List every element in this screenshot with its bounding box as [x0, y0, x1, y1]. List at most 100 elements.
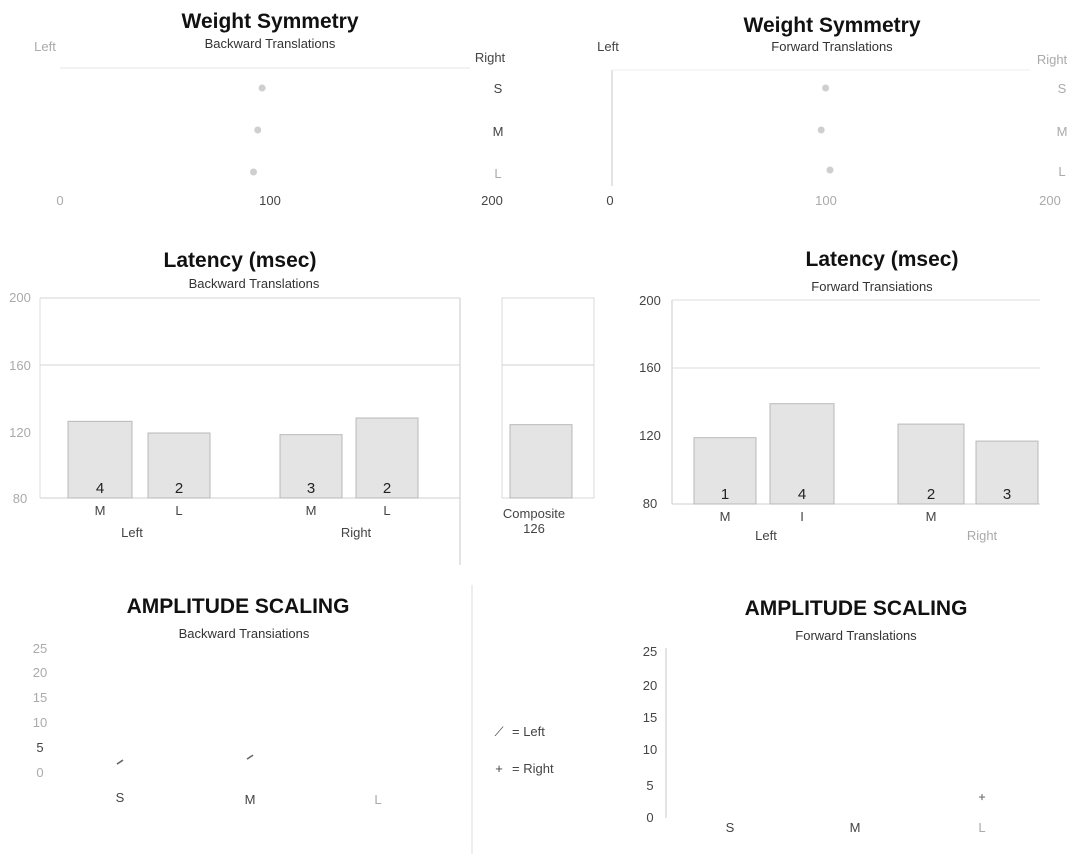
right-label: Right — [1037, 52, 1068, 67]
category-label: L — [1058, 164, 1065, 179]
amplitude-forward-panel: AMPLITUDE SCALING Forward Translations 2… — [643, 597, 986, 835]
x-tick-label: L — [374, 792, 381, 807]
bar-count-label: 4 — [798, 486, 806, 503]
latency-backward-panel: Latency (msec) Backward Translations 200… — [9, 249, 595, 565]
chart-subtitle: Backward Transiations — [179, 626, 310, 641]
data-point-left-m — [246, 754, 254, 760]
chart-title: Weight Symmetry — [182, 10, 359, 33]
latency-forward-panel: Latency (msec) Forward Transiations 200 … — [639, 248, 1040, 543]
y-tick-label: 200 — [9, 290, 31, 305]
bar-right-0 — [279, 434, 343, 499]
bar-right-1 — [355, 417, 419, 499]
bars: 1 M 4 I 2 M 3 — [693, 403, 1039, 524]
y-tick-label: 20 — [33, 665, 47, 680]
bar-left-1 — [769, 403, 835, 505]
y-tick-label: 25 — [643, 644, 657, 659]
group-label: Left — [121, 525, 143, 540]
chart-subtitle: Forward Translations — [795, 628, 917, 643]
bar-count-label: 2 — [383, 480, 391, 497]
bar-category-label: L — [383, 503, 390, 518]
bar-category-label: M — [306, 503, 317, 518]
x-tick-label: 200 — [481, 193, 503, 208]
bar-left-0 — [693, 437, 757, 505]
legend-symbol-left: ⟋ — [494, 724, 504, 739]
chart-title: Latency (msec) — [806, 248, 959, 271]
bar-count-label: 2 — [927, 486, 935, 503]
chart-title: Weight Symmetry — [744, 14, 921, 37]
chart-title: AMPLITUDE SCALING — [745, 597, 968, 620]
bar-category-label: M — [95, 503, 106, 518]
category-label: S — [494, 81, 503, 96]
bar-left-0 — [67, 420, 133, 499]
bar-category-label: M — [720, 509, 731, 524]
amplitude-backward-panel: AMPLITUDE SCALING Backward Transiations … — [33, 595, 382, 807]
x-tick-label: M — [850, 820, 861, 835]
y-tick-label: 160 — [639, 360, 661, 375]
group-label: Right — [967, 528, 998, 543]
data-points — [817, 84, 834, 174]
bar-category-label: L — [175, 503, 182, 518]
data-points — [116, 754, 254, 765]
bar-count-label: 3 — [1003, 486, 1011, 503]
data-point-l — [250, 168, 257, 176]
bar-count-label: 3 — [307, 480, 315, 497]
composite-bar-group — [509, 424, 573, 499]
y-tick-label: 20 — [643, 678, 657, 693]
left-label: Left — [597, 39, 619, 54]
group-label: Left — [755, 528, 777, 543]
data-point-s — [822, 84, 830, 92]
y-tick-label: 15 — [643, 710, 657, 725]
data-point-left-s — [116, 759, 124, 765]
category-label: L — [494, 166, 501, 181]
bar-count-label: 1 — [721, 486, 729, 503]
group-label: Right — [341, 525, 372, 540]
right-label: Right — [475, 50, 506, 65]
y-tick-label: 80 — [13, 491, 27, 506]
bar-count-label: 4 — [96, 480, 104, 497]
legend-label-left: = Left — [512, 724, 545, 739]
y-tick-label: 120 — [639, 428, 661, 443]
data-points — [979, 794, 985, 801]
data-point-l — [826, 166, 834, 174]
chart-subtitle: Forward Transiations — [811, 279, 933, 294]
y-tick-label: 5 — [646, 778, 653, 793]
y-tick-label: 0 — [646, 810, 653, 825]
x-tick-label: L — [978, 820, 985, 835]
category-label: S — [1058, 81, 1067, 96]
left-label: Left — [34, 39, 56, 54]
y-tick-label: 120 — [9, 425, 31, 440]
bar-right-0 — [897, 423, 965, 505]
x-tick-label: 100 — [259, 193, 281, 208]
x-tick-label: 0 — [606, 193, 613, 208]
y-tick-label: 160 — [9, 358, 31, 373]
bar-right-1 — [975, 440, 1039, 505]
chart-subtitle: Backward Translations — [205, 36, 336, 51]
x-tick-label: 200 — [1039, 193, 1061, 208]
weight-symmetry-forward-panel: Weight Symmetry Forward Translations Lef… — [597, 14, 1067, 208]
legend-label-right: = Right — [512, 761, 554, 776]
chart-subtitle: Backward Translations — [189, 276, 320, 291]
y-tick-label: 200 — [639, 293, 661, 308]
weight-symmetry-backward-panel: Weight Symmetry Backward Translations Le… — [34, 10, 505, 208]
bars: 4 M 2 L 3 M 2 L — [67, 417, 419, 518]
category-label: M — [1057, 124, 1068, 139]
composite-label: Composite — [503, 506, 565, 521]
data-point-m — [817, 126, 825, 134]
bar-category-label: I — [800, 509, 804, 524]
x-tick-label: M — [245, 792, 256, 807]
chart-title: Latency (msec) — [164, 249, 317, 272]
x-tick-label: 100 — [815, 193, 837, 208]
x-tick-label: S — [726, 820, 735, 835]
y-tick-label: 25 — [33, 641, 47, 656]
composite-panel: Composite 126 — [501, 297, 595, 536]
data-point-m — [254, 126, 262, 134]
data-point-s — [258, 84, 266, 92]
chart-title: AMPLITUDE SCALING — [127, 595, 350, 618]
composite-bar — [509, 424, 573, 499]
composite-value: 126 — [523, 521, 545, 536]
y-tick-label: 15 — [33, 690, 47, 705]
y-tick-label: 10 — [643, 742, 657, 757]
bar-left-1 — [147, 432, 211, 499]
legend: ⟋ = Left + = Right — [494, 724, 553, 776]
